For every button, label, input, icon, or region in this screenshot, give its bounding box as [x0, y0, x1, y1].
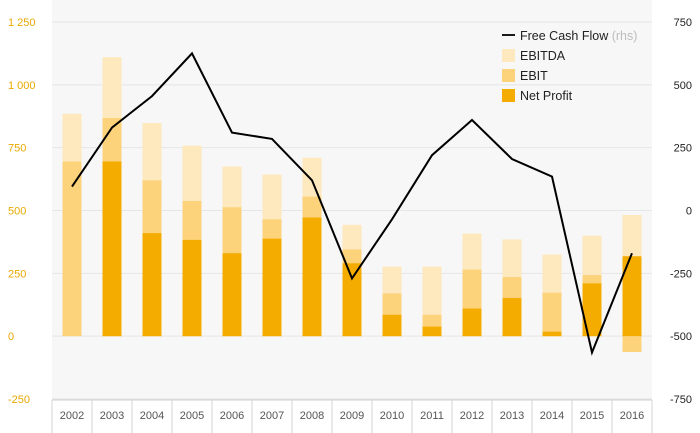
bar-net-profit-2010 [382, 314, 402, 337]
bar-ebit-2016 [622, 336, 642, 353]
bar-net-profit-2007 [262, 238, 282, 337]
legend-label-net-profit: Net Profit [520, 89, 573, 103]
y-right-tick-label: -750 [670, 394, 692, 406]
x-tick-label: 2011 [420, 410, 444, 422]
bar-net-profit-2015 [582, 283, 602, 337]
bar-net-profit-2005 [182, 239, 202, 337]
x-tick-label: 2015 [580, 410, 604, 422]
y-right-tick-label: 750 [674, 17, 692, 29]
cash-flow-line [71, 51, 633, 356]
x-tick-label: 2007 [260, 410, 284, 422]
y-left-tick-label: -250 [8, 394, 30, 406]
bar-net-profit-2004 [142, 233, 162, 337]
bar-net-profit-2009 [342, 263, 362, 337]
bar-net-profit-2014 [542, 331, 562, 337]
bar-ebit-2002 [62, 161, 82, 337]
x-tick-label: 2002 [60, 410, 84, 422]
y-left-tick-label: 500 [8, 206, 26, 218]
line-free-cash-flow [71, 51, 633, 356]
legend-swatch-ebit [502, 69, 515, 82]
y-axis-left: -250 0 250 500 750 1 000 1 250 [8, 17, 36, 406]
bar-net-profit-2016 [622, 256, 642, 337]
bar-net-profit-2008 [302, 217, 322, 337]
x-axis: 2002 2003 2004 2005 2006 2007 2008 2009 2010 2011… [51, 399, 653, 433]
y-axis-right: -750 -500 -250 0 250 500 750 [670, 17, 692, 406]
legend-label-free-cash-flow: Free Cash Flow (rhs) [520, 29, 637, 43]
x-tick-label: 2012 [460, 410, 484, 422]
y-left-tick-label: 250 [8, 268, 26, 280]
x-tick-label: 2014 [540, 410, 564, 422]
x-tick-label: 2016 [620, 410, 644, 422]
bar-net-profit-2003 [102, 161, 122, 337]
legend: Free Cash Flow (rhs) EBITDA EBIT Net Pro… [502, 29, 637, 103]
x-tick-label: 2003 [100, 410, 124, 422]
y-left-tick-label: 1 250 [8, 17, 36, 29]
y-left-tick-label: 0 [8, 331, 14, 343]
legend-swatch-ebitda [502, 49, 515, 62]
y-right-tick-label: 250 [674, 143, 692, 155]
legend-suffix-rhs: (rhs) [612, 29, 638, 43]
legend-label-ebitda: EBITDA [520, 49, 566, 63]
x-tick-label: 2008 [300, 410, 324, 422]
x-tick-label: 2006 [220, 410, 244, 422]
x-tick-label: 2004 [140, 410, 164, 422]
y-right-tick-label: -500 [670, 331, 692, 343]
bars [62, 57, 642, 353]
bar-net-profit-2013 [502, 297, 522, 337]
bar-ebit-2014 [542, 292, 562, 337]
bar-net-profit-2012 [462, 308, 482, 337]
y-right-tick-label: -250 [670, 268, 692, 280]
legend-label-ebit: EBIT [520, 69, 548, 83]
y-right-tick-label: 500 [674, 80, 692, 92]
x-tick-label: 2009 [340, 410, 364, 422]
legend-swatch-net-profit [502, 89, 515, 102]
y-left-tick-label: 750 [8, 143, 26, 155]
y-right-tick-label: 0 [686, 206, 692, 218]
bar-net-profit-2006 [222, 253, 242, 337]
x-tick-label: 2013 [500, 410, 524, 422]
x-tick-label: 2010 [380, 410, 404, 422]
x-tick-label: 2005 [180, 410, 204, 422]
y-left-tick-label: 1 000 [8, 80, 36, 92]
bar-net-profit-2011 [422, 326, 442, 337]
